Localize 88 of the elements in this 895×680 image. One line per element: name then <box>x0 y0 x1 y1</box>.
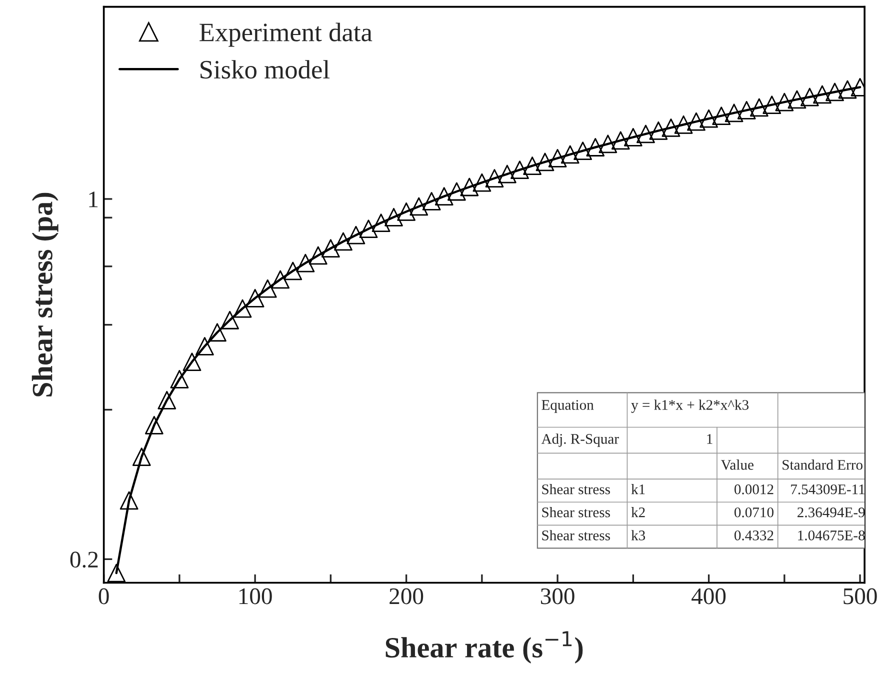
legend-label: Sisko model <box>200 60 330 79</box>
point <box>586 138 605 156</box>
point <box>170 370 189 388</box>
annotation: Shear stress <box>542 484 610 494</box>
point <box>372 214 390 232</box>
x-tick-label: 500 <box>844 588 877 604</box>
point <box>762 96 782 114</box>
point <box>611 131 630 150</box>
point <box>598 134 618 154</box>
x-tick-label: 0 <box>98 588 109 604</box>
point <box>649 121 668 140</box>
point <box>460 178 479 196</box>
point <box>196 336 214 356</box>
annotation: 1 <box>707 434 712 444</box>
point <box>536 152 554 172</box>
point <box>284 262 302 280</box>
point <box>826 82 844 102</box>
annotation: 7.54309E-11 <box>791 484 864 494</box>
point <box>636 124 655 144</box>
x-tick-label: 100 <box>239 588 272 604</box>
annotation: Value <box>720 460 754 470</box>
point <box>498 164 516 184</box>
annotation: 0.0012 <box>734 484 774 494</box>
annotation: k3 <box>631 530 646 540</box>
point <box>321 239 340 258</box>
annotation: y = k1*x + k2*x^k3 <box>631 400 749 413</box>
legend-label: Experiment data <box>200 22 372 47</box>
point <box>258 279 277 298</box>
point <box>700 109 718 128</box>
point <box>712 106 731 126</box>
annotation: k1 <box>631 484 645 494</box>
annotation: Equation <box>542 400 594 413</box>
point <box>422 192 441 210</box>
point <box>523 156 542 175</box>
point <box>510 160 529 180</box>
point <box>384 208 403 226</box>
annotation: k2 <box>631 507 645 518</box>
point <box>813 85 832 104</box>
point <box>271 270 290 289</box>
point <box>485 169 504 188</box>
point <box>724 104 744 122</box>
point <box>410 197 428 216</box>
annotation: 2.36494E-9 <box>798 507 865 518</box>
x-tick-label: 400 <box>692 588 726 604</box>
y-tick-label: 0.2 <box>70 552 98 568</box>
point <box>359 220 378 238</box>
annotation: Adj. R-Squar <box>541 434 619 447</box>
y-axis-title: Shear stress (pa) <box>32 192 58 396</box>
point <box>107 564 126 582</box>
point <box>220 310 240 330</box>
point <box>624 128 642 146</box>
point <box>308 246 328 265</box>
point <box>788 90 806 109</box>
point <box>208 323 226 342</box>
point <box>397 202 416 221</box>
annotation: 0.0710 <box>734 507 774 518</box>
point <box>296 254 315 272</box>
point <box>472 173 492 192</box>
x-tick-label: 300 <box>540 588 574 604</box>
point <box>560 145 580 164</box>
annotation: 0.4332 <box>734 530 774 540</box>
point <box>346 226 366 244</box>
point <box>120 491 138 510</box>
x-axis-title: Shear rate (s$^{−1}$) <box>386 631 583 664</box>
point <box>775 92 794 112</box>
annotation: Shear stress <box>542 530 610 540</box>
point <box>233 299 252 318</box>
point <box>674 115 693 134</box>
point <box>246 288 264 308</box>
point <box>687 112 706 131</box>
point <box>838 80 857 99</box>
point <box>800 88 819 106</box>
point <box>447 182 466 201</box>
point <box>750 98 768 117</box>
x-tick-label: 200 <box>390 588 424 604</box>
point <box>662 118 680 137</box>
point <box>737 100 756 120</box>
annotation: Shear stress <box>542 507 610 518</box>
point <box>144 416 164 434</box>
annotation: 1.04675E-8 <box>798 530 865 540</box>
point <box>334 232 352 251</box>
point <box>132 448 151 466</box>
point <box>548 148 567 168</box>
point <box>434 187 454 206</box>
annotation: Standard Erro <box>782 460 862 470</box>
point <box>158 390 176 410</box>
point <box>574 142 592 160</box>
point <box>182 352 202 372</box>
